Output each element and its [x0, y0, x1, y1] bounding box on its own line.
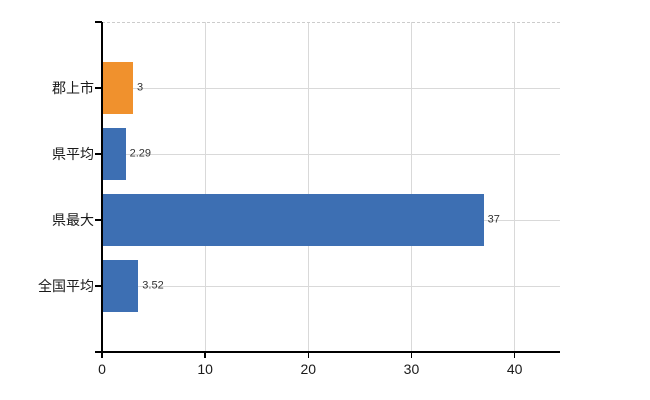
- x-tick-label: 0: [98, 361, 106, 377]
- y-axis-tick: [95, 219, 102, 221]
- x-axis-tick: [513, 352, 516, 358]
- bar-value-label: 2.29: [129, 147, 152, 160]
- bar-value-label: 37: [487, 213, 500, 226]
- bar-value-label: 3: [136, 81, 144, 94]
- x-tick-label: 10: [197, 361, 213, 377]
- x-tick-label: 40: [506, 361, 523, 377]
- category-label: 全国平均: [38, 278, 94, 294]
- y-axis-tick: [95, 87, 102, 89]
- bar-県平均: [103, 128, 126, 180]
- horizontal-gridline: [102, 285, 560, 287]
- category-label: 県最大: [52, 212, 94, 228]
- x-axis-tick: [307, 352, 310, 358]
- bar-県最大: [103, 194, 484, 246]
- vertical-gridline: [204, 22, 206, 352]
- plot-top-dashed-border: [102, 22, 560, 23]
- category-label: 郡上市: [52, 80, 94, 96]
- horizontal-gridline: [102, 153, 560, 155]
- x-axis-tick: [204, 352, 206, 358]
- bar-value-label: 3.52: [142, 279, 164, 292]
- y-axis-line: [101, 22, 103, 352]
- y-axis-tick: [95, 21, 102, 23]
- x-axis-tick: [410, 352, 413, 358]
- y-axis-tick: [95, 285, 102, 287]
- x-axis-line: [95, 351, 560, 353]
- category-label: 県平均: [52, 146, 94, 162]
- bar-全国平均: [103, 260, 139, 312]
- bar-郡上市: [103, 62, 133, 114]
- y-axis-tick: [95, 153, 102, 155]
- x-axis-tick: [101, 352, 103, 358]
- vertical-gridline: [410, 22, 412, 352]
- horizontal-gridline: [102, 87, 560, 89]
- x-tick-label: 30: [403, 361, 420, 377]
- vertical-gridline: [514, 22, 516, 352]
- vertical-gridline: [307, 22, 309, 352]
- x-tick-label: 20: [300, 361, 317, 377]
